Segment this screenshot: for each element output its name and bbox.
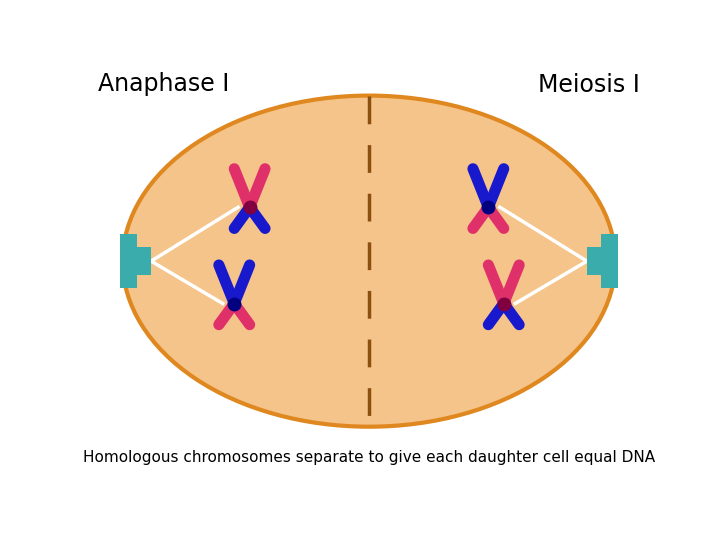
Bar — [120, 234, 138, 288]
Bar — [587, 247, 600, 275]
Text: Meiosis I: Meiosis I — [538, 72, 640, 97]
Text: Anaphase I: Anaphase I — [98, 72, 230, 97]
Bar — [600, 234, 618, 288]
Ellipse shape — [122, 96, 616, 427]
Bar — [138, 247, 151, 275]
Text: Homologous chromosomes separate to give each daughter cell equal DNA: Homologous chromosomes separate to give … — [83, 450, 655, 465]
